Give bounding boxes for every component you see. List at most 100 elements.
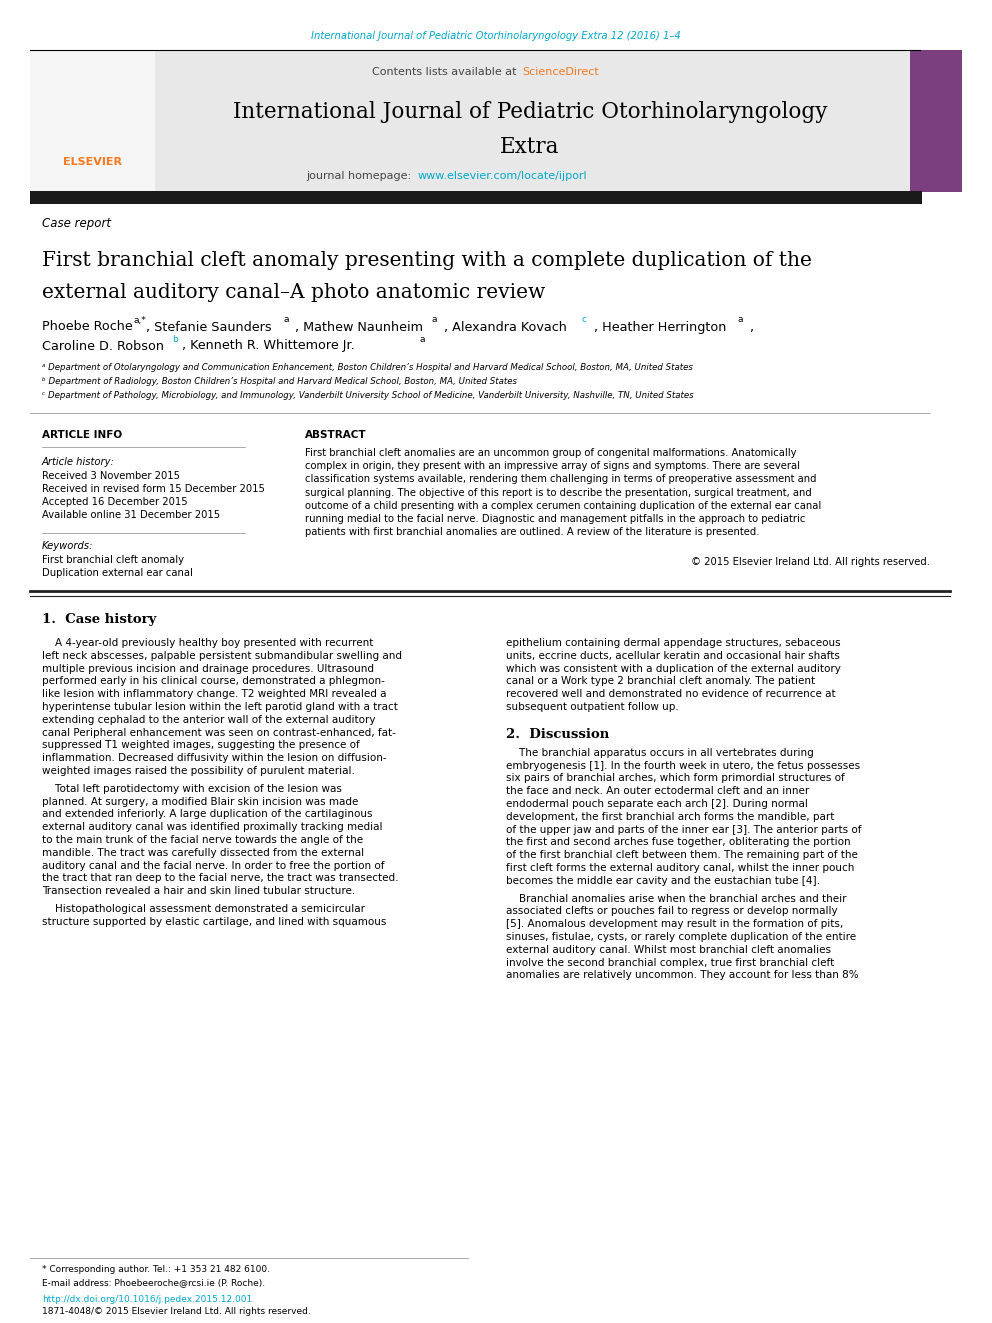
Text: E-mail address: Phoebeeroche@rcsi.ie (P. Roche).: E-mail address: Phoebeeroche@rcsi.ie (P.… <box>42 1278 265 1287</box>
Text: multiple previous incision and drainage procedures. Ultrasound: multiple previous incision and drainage … <box>42 664 374 673</box>
Text: Transection revealed a hair and skin lined tubular structure.: Transection revealed a hair and skin lin… <box>42 886 355 896</box>
Text: planned. At surgery, a modified Blair skin incision was made: planned. At surgery, a modified Blair sk… <box>42 796 358 807</box>
Text: Duplication external ear canal: Duplication external ear canal <box>42 568 192 578</box>
Text: a,*: a,* <box>134 315 147 324</box>
Text: 1871-4048/© 2015 Elsevier Ireland Ltd. All rights reserved.: 1871-4048/© 2015 Elsevier Ireland Ltd. A… <box>42 1307 310 1316</box>
Text: The branchial apparatus occurs in all vertebrates during: The branchial apparatus occurs in all ve… <box>506 747 813 758</box>
Text: a: a <box>737 315 742 324</box>
Text: external auditory canal was identified proximally tracking medial: external auditory canal was identified p… <box>42 822 383 832</box>
Text: development, the first branchial arch forms the mandible, part: development, the first branchial arch fo… <box>506 812 834 822</box>
Text: ARTICLE INFO: ARTICLE INFO <box>42 430 122 441</box>
Text: ᶜ Department of Pathology, Microbiology, and Immunology, Vanderbilt University S: ᶜ Department of Pathology, Microbiology,… <box>42 390 693 400</box>
Text: Phoebe Roche: Phoebe Roche <box>42 320 133 333</box>
Text: , Kenneth R. Whittemore Jr.: , Kenneth R. Whittemore Jr. <box>182 340 355 352</box>
Text: ScienceDirect: ScienceDirect <box>522 67 599 77</box>
Text: Contents lists available at: Contents lists available at <box>372 67 520 77</box>
Text: the face and neck. An outer ectodermal cleft and an inner: the face and neck. An outer ectodermal c… <box>506 786 809 796</box>
Text: performed early in his clinical course, demonstrated a phlegmon-: performed early in his clinical course, … <box>42 676 385 687</box>
Text: Received 3 November 2015: Received 3 November 2015 <box>42 471 180 482</box>
Text: c: c <box>581 315 586 324</box>
Text: six pairs of branchial arches, which form primordial structures of: six pairs of branchial arches, which for… <box>506 774 845 783</box>
Text: International Journal of Pediatric Otorhinolaryngology Extra 12 (2016) 1–4: International Journal of Pediatric Otorh… <box>311 30 681 41</box>
Text: structure supported by elastic cartilage, and lined with squamous: structure supported by elastic cartilage… <box>42 917 386 927</box>
Text: embryogenesis [1]. In the fourth week in utero, the fetus possesses: embryogenesis [1]. In the fourth week in… <box>506 761 860 770</box>
Text: endodermal pouch separate each arch [2]. During normal: endodermal pouch separate each arch [2].… <box>506 799 807 808</box>
Text: International Journal of Pediatric Otorhinolaryngology: International Journal of Pediatric Otorh… <box>233 101 827 123</box>
Text: ELSEVIER: ELSEVIER <box>62 157 121 167</box>
Text: becomes the middle ear cavity and the eustachian tube [4].: becomes the middle ear cavity and the eu… <box>506 876 820 886</box>
Text: of the upper jaw and parts of the inner ear [3]. The anterior parts of: of the upper jaw and parts of the inner … <box>506 824 861 835</box>
Text: first cleft forms the external auditory canal, whilst the inner pouch: first cleft forms the external auditory … <box>506 863 854 873</box>
Text: hyperintense tubular lesion within the left parotid gland with a tract: hyperintense tubular lesion within the l… <box>42 703 398 712</box>
Bar <box>155 50 910 192</box>
Text: a: a <box>432 315 437 324</box>
Text: Received in revised form 15 December 2015: Received in revised form 15 December 201… <box>42 484 265 493</box>
Text: external auditory canal–A photo anatomic review: external auditory canal–A photo anatomic… <box>42 283 546 302</box>
Text: journal homepage:: journal homepage: <box>307 171 415 181</box>
Text: involve the second branchial complex, true first branchial cleft: involve the second branchial complex, tr… <box>506 958 834 967</box>
Text: A 4-year-old previously healthy boy presented with recurrent: A 4-year-old previously healthy boy pres… <box>42 638 373 648</box>
Bar <box>30 50 155 192</box>
Text: Total left parotidectomy with excision of the lesion was: Total left parotidectomy with excision o… <box>42 783 342 794</box>
Bar <box>30 191 922 204</box>
Text: First branchial cleft anomalies are an uncommon group of congenital malformation: First branchial cleft anomalies are an u… <box>305 448 797 458</box>
Text: of the first branchial cleft between them. The remaining part of the: of the first branchial cleft between the… <box>506 851 858 860</box>
Text: left neck abscesses, palpable persistent submandibular swelling and: left neck abscesses, palpable persistent… <box>42 651 402 660</box>
Text: complex in origin, they present with an impressive array of signs and symptoms. : complex in origin, they present with an … <box>305 462 800 471</box>
Text: Branchial anomalies arise when the branchial arches and their: Branchial anomalies arise when the branc… <box>506 893 846 904</box>
Text: to the main trunk of the facial nerve towards the angle of the: to the main trunk of the facial nerve to… <box>42 835 363 845</box>
Text: , Mathew Naunheim: , Mathew Naunheim <box>295 320 423 333</box>
Text: 1.  Case history: 1. Case history <box>42 614 157 627</box>
Text: the first and second arches fuse together, obliterating the portion: the first and second arches fuse togethe… <box>506 837 850 848</box>
Text: epithelium containing dermal appendage structures, sebaceous: epithelium containing dermal appendage s… <box>506 638 840 648</box>
Text: , Stefanie Saunders: , Stefanie Saunders <box>146 320 272 333</box>
Text: patients with first branchial anomalies are outlined. A review of the literature: patients with first branchial anomalies … <box>305 527 760 537</box>
Text: Case report: Case report <box>42 217 111 230</box>
Text: http://dx.doi.org/10.1016/j.pedex.2015.12.001: http://dx.doi.org/10.1016/j.pedex.2015.1… <box>42 1294 252 1303</box>
Text: , Alexandra Kovach: , Alexandra Kovach <box>444 320 566 333</box>
Text: anomalies are relatively uncommon. They account for less than 8%: anomalies are relatively uncommon. They … <box>506 970 859 980</box>
Text: outcome of a child presenting with a complex cerumen containing duplication of t: outcome of a child presenting with a com… <box>305 501 821 511</box>
Text: surgical planning. The objective of this report is to describe the presentation,: surgical planning. The objective of this… <box>305 488 811 497</box>
Text: First branchial cleft anomaly: First branchial cleft anomaly <box>42 556 184 565</box>
Text: , Heather Herrington: , Heather Herrington <box>594 320 726 333</box>
Text: [5]. Anomalous development may result in the formation of pits,: [5]. Anomalous development may result in… <box>506 919 843 929</box>
Text: Extra: Extra <box>500 136 559 157</box>
Text: ABSTRACT: ABSTRACT <box>305 430 367 441</box>
Text: Available online 31 December 2015: Available online 31 December 2015 <box>42 509 220 520</box>
Bar <box>910 50 962 192</box>
Text: inflammation. Decreased diffusivity within the lesion on diffusion-: inflammation. Decreased diffusivity with… <box>42 753 387 763</box>
Text: which was consistent with a duplication of the external auditory: which was consistent with a duplication … <box>506 664 841 673</box>
Text: Histopathological assessment demonstrated a semicircular: Histopathological assessment demonstrate… <box>42 904 365 914</box>
Text: ᵇ Department of Radiology, Boston Children’s Hospital and Harvard Medical School: ᵇ Department of Radiology, Boston Childr… <box>42 377 517 386</box>
Text: * Corresponding author. Tel.: +1 353 21 482 6100.: * Corresponding author. Tel.: +1 353 21 … <box>42 1266 270 1274</box>
Text: suppressed T1 weighted images, suggesting the presence of: suppressed T1 weighted images, suggestin… <box>42 741 360 750</box>
Text: and extended inferiorly. A large duplication of the cartilaginous: and extended inferiorly. A large duplica… <box>42 810 373 819</box>
Text: extending cephalad to the anterior wall of the external auditory: extending cephalad to the anterior wall … <box>42 714 376 725</box>
Text: canal Peripheral enhancement was seen on contrast-enhanced, fat-: canal Peripheral enhancement was seen on… <box>42 728 396 738</box>
Text: © 2015 Elsevier Ireland Ltd. All rights reserved.: © 2015 Elsevier Ireland Ltd. All rights … <box>691 557 930 568</box>
Text: auditory canal and the facial nerve. In order to free the portion of: auditory canal and the facial nerve. In … <box>42 860 385 871</box>
Text: units, eccrine ducts, acellular keratin and occasional hair shafts: units, eccrine ducts, acellular keratin … <box>506 651 840 660</box>
Text: external auditory canal. Whilst most branchial cleft anomalies: external auditory canal. Whilst most bra… <box>506 945 831 955</box>
Text: a: a <box>283 315 289 324</box>
Text: Accepted 16 December 2015: Accepted 16 December 2015 <box>42 497 187 507</box>
Text: b: b <box>172 335 178 344</box>
Text: weighted images raised the possibility of purulent material.: weighted images raised the possibility o… <box>42 766 355 777</box>
Text: ,: , <box>749 320 753 333</box>
Text: the tract that ran deep to the facial nerve, the tract was transected.: the tract that ran deep to the facial ne… <box>42 873 399 884</box>
Text: ᵃ Department of Otolaryngology and Communication Enhancement, Boston Children’s : ᵃ Department of Otolaryngology and Commu… <box>42 364 692 373</box>
Text: a: a <box>420 335 426 344</box>
Text: like lesion with inflammatory change. T2 weighted MRI revealed a: like lesion with inflammatory change. T2… <box>42 689 387 699</box>
Text: Article history:: Article history: <box>42 456 115 467</box>
Text: Caroline D. Robson: Caroline D. Robson <box>42 340 164 352</box>
Text: subsequent outpatient follow up.: subsequent outpatient follow up. <box>506 703 679 712</box>
Text: running medial to the facial nerve. Diagnostic and management pitfalls in the ap: running medial to the facial nerve. Diag… <box>305 515 806 524</box>
Text: 2.  Discussion: 2. Discussion <box>506 728 609 741</box>
Text: www.elsevier.com/locate/ijporl: www.elsevier.com/locate/ijporl <box>418 171 587 181</box>
Text: canal or a Work type 2 branchial cleft anomaly. The patient: canal or a Work type 2 branchial cleft a… <box>506 676 815 687</box>
Text: classification systems available, rendering them challenging in terms of preoper: classification systems available, render… <box>305 475 816 484</box>
Text: mandible. The tract was carefully dissected from the external: mandible. The tract was carefully dissec… <box>42 848 364 857</box>
Text: recovered well and demonstrated no evidence of recurrence at: recovered well and demonstrated no evide… <box>506 689 835 699</box>
Text: sinuses, fistulae, cysts, or rarely complete duplication of the entire: sinuses, fistulae, cysts, or rarely comp… <box>506 931 856 942</box>
